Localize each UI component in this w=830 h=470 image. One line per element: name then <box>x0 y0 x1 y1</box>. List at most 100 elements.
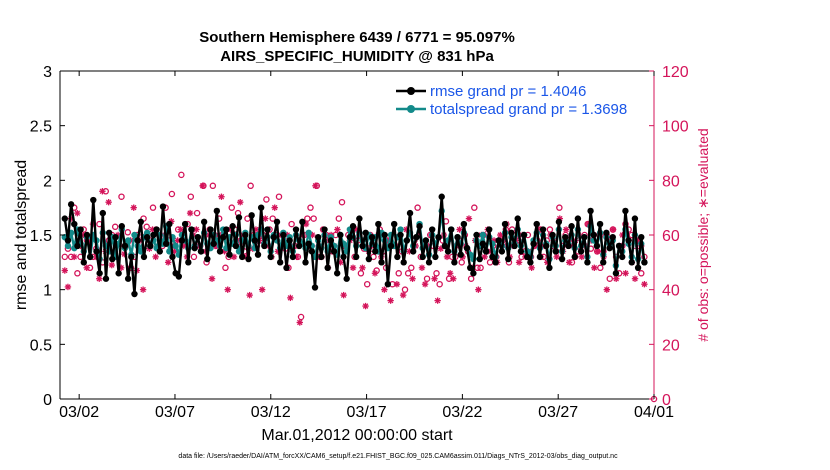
rmse-point <box>606 244 613 252</box>
obs-possible-point <box>124 229 132 236</box>
rmse-point <box>422 237 430 244</box>
rmse-point <box>463 244 471 252</box>
obs-possible-point <box>458 259 465 266</box>
rmse-point <box>590 231 597 239</box>
obs-possible-point <box>363 280 371 288</box>
y-axis-label-right: # of obs: o=possible; ∗=evaluated <box>695 128 711 341</box>
obs-evaluated-point <box>609 226 617 233</box>
obs-possible-point <box>178 171 185 179</box>
obs-evaluated-point <box>553 253 560 261</box>
rmse-point <box>511 242 518 250</box>
rmse-point <box>270 233 278 241</box>
rmse-point <box>543 242 550 250</box>
obs-possible-point <box>74 270 81 277</box>
rmse-point <box>276 259 284 266</box>
rmse-point <box>638 233 645 241</box>
rmse-point <box>181 220 189 228</box>
obs-evaluated-point <box>418 264 426 271</box>
obs-possible-point <box>149 204 157 211</box>
rmse-point <box>482 248 490 255</box>
obs-evaluated-point <box>622 270 629 277</box>
rmse-point <box>533 220 540 228</box>
rmse-point <box>267 253 274 261</box>
y-tick-label-right: 60 <box>662 228 680 245</box>
obs-evaluated-point <box>578 253 585 261</box>
obs-evaluated-point <box>349 264 357 271</box>
y-tick-label-left: 0 <box>43 392 52 409</box>
rmse-point <box>64 237 72 244</box>
rmse-point <box>631 215 639 222</box>
obs-evaluated-point <box>177 226 184 233</box>
obs-evaluated-point <box>312 182 319 189</box>
rmse-point <box>112 233 119 241</box>
rmse-point <box>77 226 84 233</box>
y-tick-label-left: 3 <box>43 64 52 81</box>
y-axis-label-left: rmse and totalspread <box>13 160 30 310</box>
rmse-point <box>159 203 167 210</box>
obs-evaluated-point <box>641 281 648 288</box>
obs-possible-point <box>288 220 295 228</box>
rmse-point <box>311 284 319 291</box>
y-tick-label-right: 80 <box>662 173 680 190</box>
y-tick-label-left: 1 <box>43 283 52 300</box>
totalspread-point <box>397 226 404 233</box>
rmse-point <box>410 248 417 255</box>
rmse-point <box>248 212 255 219</box>
y-tick-label-right: 40 <box>662 283 680 300</box>
y-tick-label-right: 20 <box>662 337 680 354</box>
rmse-point <box>460 220 468 228</box>
x-ticks: 03/02 03/07 03/12 03/17 03/22 03/27 04/01 <box>59 71 674 421</box>
rmse-point <box>406 209 414 217</box>
rmse-point <box>61 215 68 222</box>
rmse-point <box>555 218 563 226</box>
y-tick-label-left: 2 <box>43 173 52 190</box>
rmse-point <box>600 259 607 266</box>
obs-possible-point <box>310 215 317 222</box>
obs-evaluated-point <box>359 264 366 271</box>
obs-evaluated-point <box>475 286 482 293</box>
rmse-point <box>197 248 205 255</box>
obs-evaluated-point <box>105 199 112 206</box>
rmse-point <box>593 242 601 250</box>
y-tick-label-right: 100 <box>662 119 689 136</box>
rmse-point <box>530 240 537 247</box>
obs-evaluated-point <box>340 291 347 299</box>
rmse-point <box>124 275 132 282</box>
rmse-point <box>80 259 87 266</box>
obs-evaluated-point <box>393 281 401 288</box>
obs-evaluated-point <box>96 275 103 282</box>
obs-possible-point <box>143 223 150 231</box>
rmse-point <box>444 248 452 255</box>
rmse-point <box>273 218 281 226</box>
rmse-point <box>457 251 464 258</box>
rmse-point <box>289 253 297 261</box>
rmse-point <box>166 220 173 228</box>
legend-rmse-marker <box>407 87 415 95</box>
rmse-point <box>536 253 544 261</box>
rmse-point <box>140 253 148 261</box>
rmse-point <box>568 223 575 230</box>
obs-possible-point <box>247 182 254 190</box>
rmse-point <box>489 253 496 261</box>
rmse-point <box>219 233 227 241</box>
rmse-point <box>492 259 499 266</box>
obs-evaluated-point <box>99 188 106 195</box>
obs-possible-point <box>269 215 276 222</box>
obs-possible-point <box>275 193 283 200</box>
y-tick-label-left: 2.5 <box>30 119 52 136</box>
rmse-point <box>425 259 433 266</box>
obs-possible-point <box>304 215 311 222</box>
rmse-point <box>454 233 461 241</box>
rmse-point <box>96 270 103 277</box>
obs-evaluated-point <box>218 193 225 200</box>
rmse-point <box>238 253 246 261</box>
obs-possible-point <box>187 193 195 200</box>
obs-possible-point <box>433 270 440 277</box>
totalspread-point <box>64 242 72 250</box>
rmse-point <box>99 209 106 217</box>
rmse-point <box>254 251 262 258</box>
rmse-point <box>574 215 582 222</box>
chart-title-line1: Southern Hemisphere 6439 / 6771 = 95.097… <box>199 29 515 46</box>
obs-evaluated-point <box>528 264 535 271</box>
rmse-point <box>178 237 186 244</box>
